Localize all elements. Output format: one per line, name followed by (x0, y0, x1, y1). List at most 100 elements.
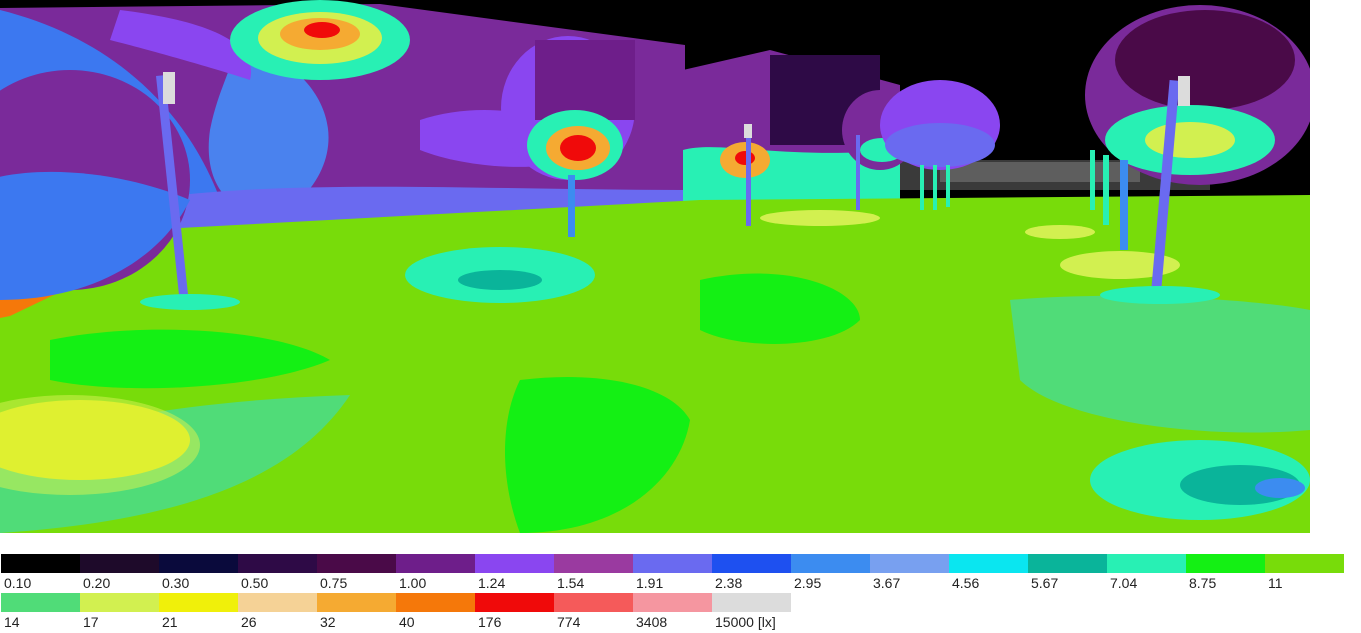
sphere-right-large-dark (1115, 10, 1295, 110)
ground-bright-green-left (50, 329, 330, 389)
legend-label: 2.38 (715, 575, 743, 591)
legend-swatch (712, 554, 791, 573)
legend-label: 176 (478, 614, 502, 630)
pole-right-main-head (1178, 76, 1190, 106)
color-legend-row-1: 0.10 0.20 0.30 0.50 0.75 1.00 1.24 1.54 1.91 2.38… (1, 554, 1344, 594)
legend-label: 11 (1268, 575, 1283, 591)
legend-label: 1.00 (399, 575, 427, 591)
ground-light-yellow-left (0, 395, 200, 495)
legend-swatch (159, 554, 238, 573)
legend-label: 0.50 (241, 575, 269, 591)
legend-label: 26 (241, 614, 257, 630)
pole-far-3 (933, 165, 937, 210)
left-wall-hotspot-core (304, 22, 340, 38)
legend-entry: 3408 (633, 593, 712, 633)
legend-entry: 15000 [lx] (712, 593, 791, 633)
middle-building-hotspot-core (735, 151, 755, 165)
pole-right-2 (1103, 155, 1109, 225)
legend-swatch (475, 554, 554, 573)
color-legend-row-2: 14 17 21 26 32 40 176 774 3408 15000 [lx] (1, 593, 791, 633)
legend-swatch (1107, 554, 1186, 573)
ground-pale-green-right (1010, 295, 1310, 433)
legend-swatch (949, 554, 1028, 573)
legend-label: 1.91 (636, 575, 664, 591)
legend-entry: 3.67 (870, 554, 949, 594)
legend-swatch (396, 554, 475, 573)
sphere-right-large-glow-core (1145, 122, 1235, 158)
ground-teal-pool-1 (458, 270, 542, 290)
ground-bright-green-center (505, 376, 690, 533)
legend-swatch (1265, 554, 1344, 573)
legend-entry: 14 (1, 593, 80, 633)
legend-entry: 2.38 (712, 554, 791, 594)
legend-swatch (317, 593, 396, 612)
pole-mid (746, 128, 751, 226)
legend-label: 0.75 (320, 575, 348, 591)
pole-right-3 (1120, 160, 1128, 250)
pole-far-1 (856, 135, 860, 210)
sphere-center-glow-core (560, 135, 596, 161)
legend-swatch (1186, 554, 1265, 573)
ground-yellow-spot-far (760, 210, 880, 226)
legend-label: 1.24 (478, 575, 506, 591)
legend-swatch (712, 593, 791, 612)
legend-swatch (633, 593, 712, 612)
pole-right-main (1150, 79, 1180, 296)
pole-right-1 (1090, 150, 1095, 210)
legend-swatch (80, 554, 159, 573)
legend-swatch (396, 593, 475, 612)
legend-swatch (159, 593, 238, 612)
legend-entry: 8.75 (1186, 554, 1265, 594)
sphere-right-mid-lower (885, 123, 995, 167)
legend-entry: 7.04 (1107, 554, 1186, 594)
legend-swatch (633, 554, 712, 573)
legend-entry: 1.54 (554, 554, 633, 594)
legend-label: 7.04 (1110, 575, 1138, 591)
pole-left-base (140, 294, 240, 310)
legend-entry: 176 (475, 593, 554, 633)
legend-label: 14 (4, 614, 20, 630)
pole-far-2 (920, 165, 924, 210)
legend-entry: 2.95 (791, 554, 870, 594)
legend-entry: 1.00 (396, 554, 475, 594)
legend-entry: 1.91 (633, 554, 712, 594)
legend-label: 4.56 (952, 575, 980, 591)
legend-swatch (554, 593, 633, 612)
ground-blue-pool-2 (1255, 478, 1305, 498)
legend-swatch (1028, 554, 1107, 573)
legend-label: 2.95 (794, 575, 822, 591)
legend-swatch (791, 554, 870, 573)
pole-left-head (163, 72, 175, 104)
legend-label: 3.67 (873, 575, 901, 591)
legend-swatch (238, 593, 317, 612)
legend-entry: 21 (159, 593, 238, 633)
legend-entry: 11 (1265, 554, 1344, 594)
legend-label: 774 (557, 614, 581, 630)
legend-entry: 0.20 (80, 554, 159, 594)
legend-swatch (1, 554, 80, 573)
legend-entry: 1.24 (475, 554, 554, 594)
left-wall-blue-swirl (208, 40, 329, 212)
legend-label: 5.67 (1031, 575, 1059, 591)
legend-swatch (870, 554, 949, 573)
far-wall-grey-light (940, 162, 1140, 182)
legend-swatch (554, 554, 633, 573)
legend-label: 0.30 (162, 575, 190, 591)
false-color-illuminance-render (0, 0, 1310, 533)
legend-label: 17 (83, 614, 99, 630)
left-wall-lower-band (180, 186, 685, 228)
legend-label: 8.75 (1189, 575, 1217, 591)
legend-label: 21 (162, 614, 178, 630)
legend-label: 15000 [lx] (715, 614, 776, 630)
legend-entry: 774 (554, 593, 633, 633)
legend-label: 0.10 (4, 575, 32, 591)
pole-far-4 (946, 165, 950, 207)
legend-entry: 5.67 (1028, 554, 1107, 594)
pole-center (568, 175, 575, 237)
legend-entry: 40 (396, 593, 475, 633)
sphere-left-large-blue (0, 171, 190, 300)
legend-swatch (238, 554, 317, 573)
ground-bright-green-mid (700, 273, 860, 344)
legend-entry: 0.10 (1, 554, 80, 594)
legend-entry: 32 (317, 593, 396, 633)
